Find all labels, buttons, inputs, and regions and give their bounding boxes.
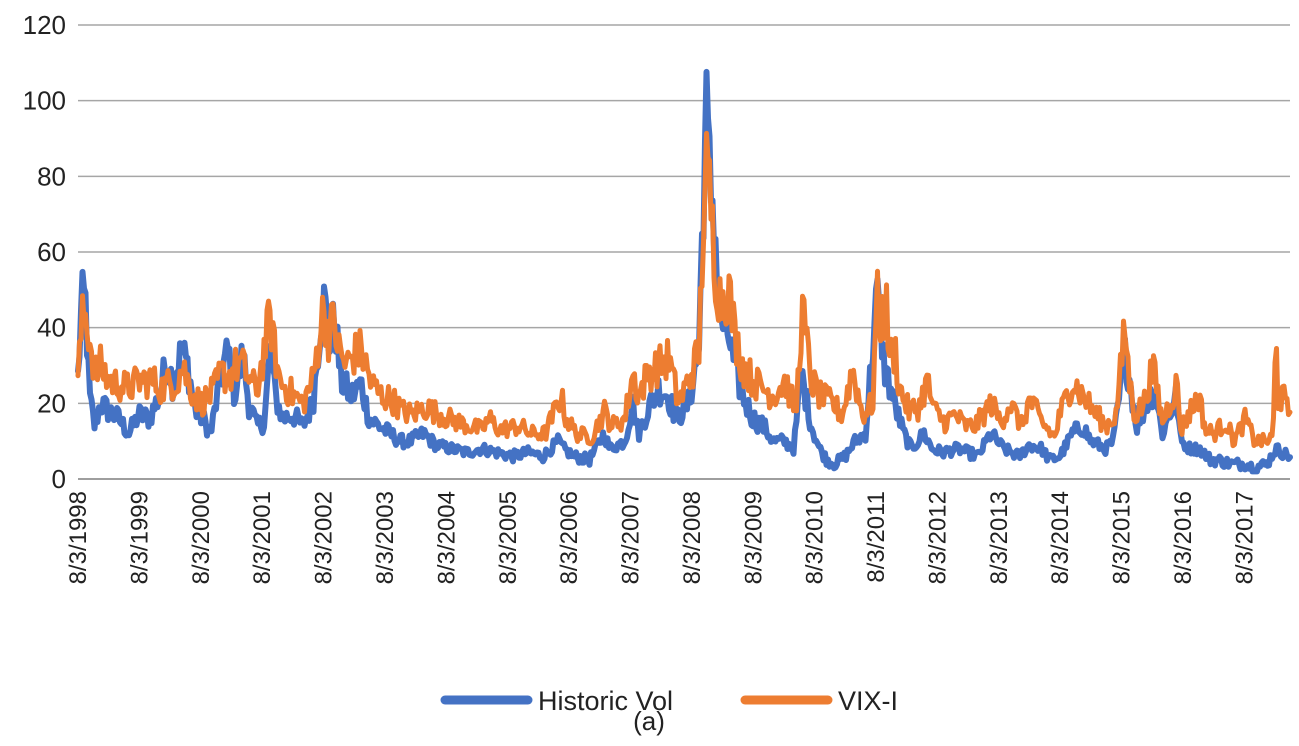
x-tick-label: 8/3/1998 [65,491,92,584]
x-tick-label: 8/3/2017 [1231,491,1258,584]
x-tick-label: 8/3/2007 [617,491,644,584]
y-tick-label: 120 [23,10,66,40]
x-tick-label: 8/3/2002 [311,491,338,584]
x-tick-label: 8/3/2001 [249,491,276,584]
y-axis-ticks: 0 20 40 60 80 100 120 [23,10,66,494]
legend-label-historic-vol: Historic Vol [538,686,673,716]
series-line-historic-vol [75,68,1293,475]
x-axis-ticks: 8/3/1998 8/3/1999 8/3/2000 8/3/2001 8/3/2002… [65,491,1258,584]
x-tick-label: 8/3/2009 [740,491,767,584]
x-tick-label: 8/3/2013 [986,491,1013,584]
x-tick-label: 8/3/2012 [925,491,952,584]
x-tick-label: 8/3/2006 [556,491,583,584]
x-tick-label: 8/3/1999 [126,491,153,584]
series-line-vix-i [75,130,1293,449]
x-tick-label: 8/3/2010 [802,491,829,584]
x-tick-label: 8/3/2005 [495,491,522,584]
x-tick-label: 8/3/2016 [1170,491,1197,584]
legend: Historic Vol VIX-I [440,686,898,716]
x-tick-label: 8/3/2015 [1109,491,1136,584]
legend-label-vix-i: VIX-I [838,686,898,716]
y-tick-label: 40 [37,313,66,343]
x-tick-label: 8/3/2011 [863,491,890,583]
x-tick-label: 8/3/2003 [372,491,399,584]
y-tick-label: 20 [37,388,66,418]
y-tick-label: 80 [37,161,66,191]
x-tick-label: 8/3/2004 [433,491,460,584]
y-tick-label: 0 [52,464,66,494]
x-tick-label: 8/3/2000 [188,491,215,584]
y-tick-label: 60 [37,237,66,267]
y-tick-label: 100 [23,86,66,116]
x-tick-label: 8/3/2008 [679,491,706,584]
series-lines [75,68,1293,475]
chart-caption: (a) [633,706,665,736]
x-tick-label: 8/3/2014 [1047,491,1074,584]
